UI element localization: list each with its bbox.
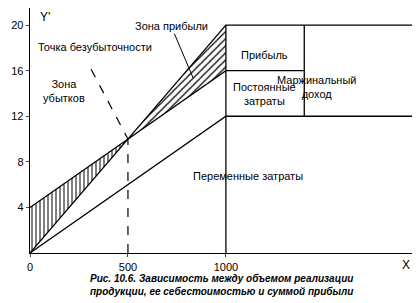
svg-text:Рис. 10.6. Зависимость между о: Рис. 10.6. Зависимость между объемом реа… xyxy=(90,273,353,297)
svg-text:500: 500 xyxy=(119,261,137,273)
svg-text:20: 20 xyxy=(11,19,23,31)
svg-text:X: X xyxy=(402,258,410,272)
svg-text:Точка безубыточности: Точка безубыточности xyxy=(38,41,152,53)
svg-text:16: 16 xyxy=(11,65,23,77)
svg-text:0: 0 xyxy=(27,261,33,273)
svg-text:Маржинальныйдоход: Маржинальныйдоход xyxy=(277,74,357,100)
svg-text:1000: 1000 xyxy=(214,261,238,273)
svg-text:4: 4 xyxy=(17,201,23,213)
svg-text:Зонаубытков: Зонаубытков xyxy=(43,78,85,104)
svg-text:12: 12 xyxy=(11,110,23,122)
svg-text:Зона прибыли: Зона прибыли xyxy=(135,20,208,32)
svg-text:Y': Y' xyxy=(40,10,50,24)
svg-text:8: 8 xyxy=(17,156,23,168)
svg-text:Прибыль: Прибыль xyxy=(241,49,288,61)
svg-text:Постоянныезатраты: Постоянныезатраты xyxy=(233,81,296,107)
svg-text:Переменные затраты: Переменные затраты xyxy=(193,170,303,182)
